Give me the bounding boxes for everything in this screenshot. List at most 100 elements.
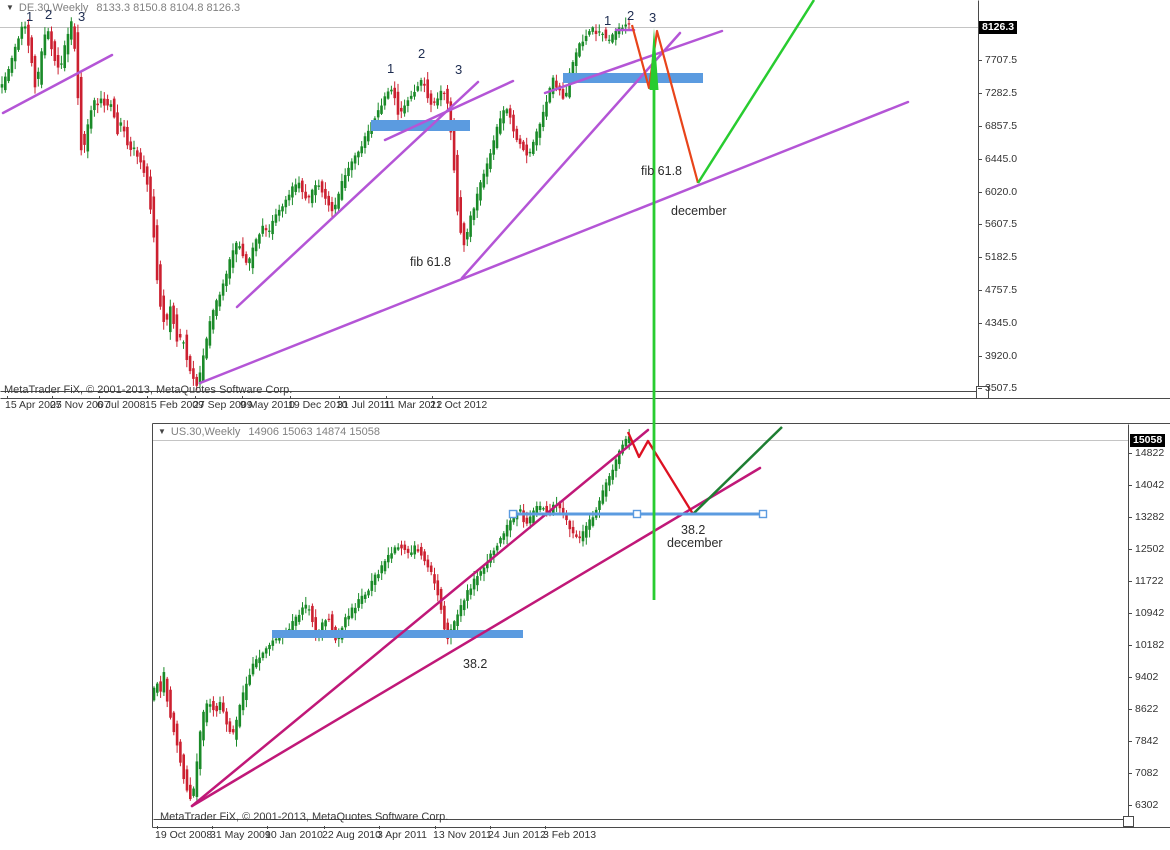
trendline[interactable] — [1, 53, 114, 115]
chart-menu-arrow-icon[interactable]: ▼ — [158, 427, 166, 436]
candle-body — [205, 703, 209, 723]
chart-text-annotation[interactable]: fib 61.8 — [410, 255, 452, 269]
candle-body — [337, 193, 340, 209]
candle-body — [139, 152, 142, 163]
chart-text-annotation[interactable]: 1 — [387, 61, 395, 76]
candle-body — [241, 692, 245, 711]
candle-body — [370, 580, 374, 591]
candle-body — [459, 197, 462, 233]
chart-text-annotation[interactable]: 2 — [418, 46, 426, 61]
candle-body — [390, 553, 393, 559]
candle-body — [548, 87, 552, 103]
candle-body — [499, 118, 502, 134]
chart-text-annotation[interactable]: 1 — [26, 9, 34, 24]
candle-body — [189, 784, 192, 800]
candle-body — [512, 114, 515, 132]
trendline[interactable] — [460, 31, 682, 280]
candle-body — [532, 510, 535, 524]
trendline[interactable] — [235, 80, 480, 309]
candle-body — [321, 622, 324, 636]
chart-text-annotation[interactable]: fib 61.8 — [641, 164, 683, 178]
candle-body — [578, 536, 581, 539]
chart-text-annotation[interactable]: 3 — [455, 62, 463, 77]
support-resistance-zone[interactable] — [371, 120, 470, 131]
line-drag-handle[interactable] — [758, 509, 768, 519]
candle-body — [538, 123, 542, 138]
chart-text-annotation[interactable]: 38.2 — [463, 657, 488, 671]
price-scale-label: 14822 — [1135, 447, 1165, 459]
candle-body — [86, 124, 90, 152]
candle-body — [614, 30, 618, 40]
candle-body — [604, 29, 608, 39]
candle-body — [248, 258, 251, 264]
chart-text-annotation[interactable]: december — [671, 204, 727, 218]
date-scale-label: 21 Oct 2012 — [430, 399, 488, 411]
chart-text-annotation[interactable]: december — [667, 536, 723, 550]
chart-text-annotation[interactable]: 1 — [604, 13, 612, 28]
candle-body — [624, 438, 628, 447]
projection-line[interactable] — [626, 431, 694, 515]
vertical-arrow-stem[interactable] — [652, 86, 656, 600]
candle-body — [185, 334, 189, 361]
candle-body — [386, 91, 390, 99]
candle-body — [545, 505, 548, 513]
candle-body — [542, 508, 545, 510]
candle-body — [142, 160, 146, 173]
candle-body — [585, 525, 588, 538]
support-resistance-zone[interactable] — [272, 630, 523, 638]
candle-body — [426, 79, 429, 99]
candle-body — [66, 33, 70, 55]
trendline[interactable] — [190, 466, 762, 808]
date-scale-label: 31 May 2009 — [210, 829, 271, 841]
candle-body — [10, 57, 14, 73]
candle-body — [310, 189, 314, 204]
candle-body — [400, 107, 403, 112]
candle-body — [343, 175, 347, 188]
candle-body — [159, 681, 162, 692]
candle-body — [202, 711, 205, 741]
date-scale-label: 27 Sep 2009 — [193, 399, 253, 411]
candle-body — [509, 520, 512, 531]
candle-body — [307, 609, 311, 611]
price-scale-label: 4757.5 — [985, 284, 1018, 296]
trendline[interactable] — [198, 100, 910, 385]
candle-body — [495, 126, 499, 148]
candle-body — [416, 549, 420, 552]
chart-text-annotation[interactable]: 2 — [627, 8, 635, 23]
projection-line[interactable] — [692, 426, 783, 515]
candle-body — [584, 35, 588, 42]
candle-body — [525, 144, 528, 156]
candle-body — [304, 191, 307, 199]
price-scale-label: 12502 — [1135, 543, 1165, 555]
candle-body — [535, 506, 539, 515]
line-drag-handle[interactable] — [508, 509, 518, 519]
candle-body — [608, 476, 611, 486]
chart-text-annotation[interactable]: 38.2 — [681, 523, 706, 537]
candle-body — [420, 546, 423, 556]
current-price-badge: 15058 — [1130, 434, 1166, 447]
candle-body — [515, 128, 519, 140]
candle-body — [56, 55, 60, 68]
chart-text-annotation[interactable]: 3 — [78, 9, 86, 24]
chart-text-annotation[interactable]: 3 — [649, 10, 657, 25]
candle-body — [212, 700, 215, 711]
candle-body — [472, 208, 476, 220]
trendline[interactable] — [383, 79, 515, 142]
line-drag-handle[interactable] — [632, 509, 642, 519]
chart-menu-arrow-icon[interactable]: ▼ — [6, 3, 14, 12]
vertical-arrow-head[interactable] — [649, 28, 659, 90]
support-resistance-zone[interactable] — [563, 73, 703, 83]
price-scale-label: 4345.0 — [985, 317, 1018, 329]
date-scale-label: 3 Apr 2011 — [377, 829, 428, 841]
trendline[interactable] — [190, 428, 650, 808]
candle-body — [555, 80, 558, 88]
candle-body — [20, 26, 24, 39]
projection-line[interactable] — [696, 0, 816, 184]
trendline[interactable] — [543, 29, 724, 95]
chart-text-annotation[interactable]: 2 — [45, 7, 53, 22]
candle-body — [182, 754, 185, 780]
candle-body — [588, 31, 591, 35]
candle-body — [287, 194, 291, 201]
candle-body — [179, 741, 182, 763]
candle-body — [406, 100, 410, 106]
